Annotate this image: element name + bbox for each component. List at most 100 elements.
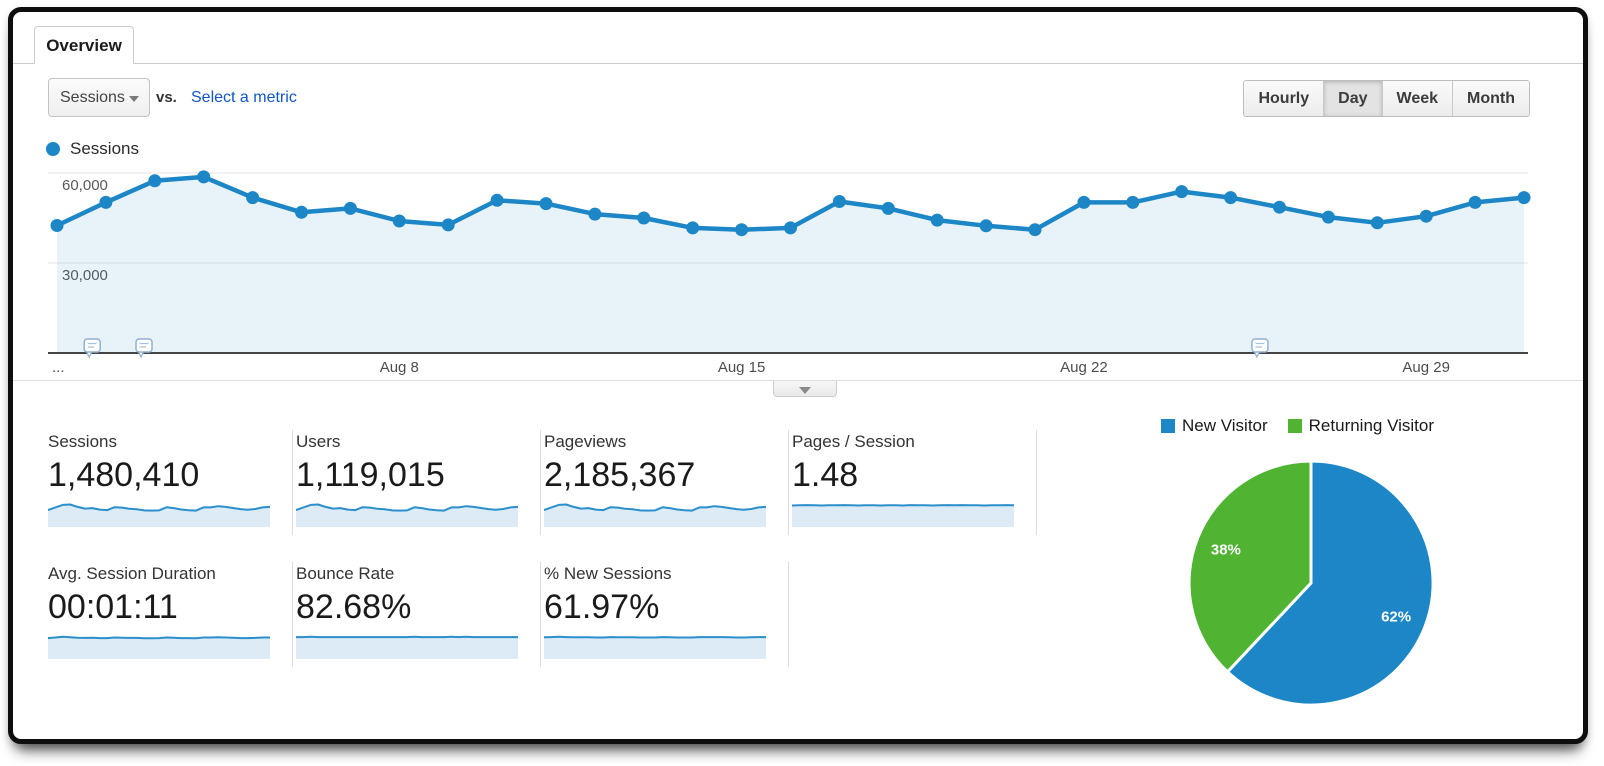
data-point-marker[interactable] [50,219,64,232]
granularity-button-month[interactable]: Month [1452,81,1529,116]
metric-value: 00:01:11 [48,588,178,626]
data-point-marker[interactable] [735,223,749,237]
granularity-button-day[interactable]: Day [1323,81,1382,116]
pie-legend: New Visitor Returning Visitor [1161,416,1434,436]
data-point-marker[interactable] [1224,191,1238,205]
metric-label: Pageviews [544,432,627,451]
pie-slice-percentage-label: 62% [1381,609,1411,626]
data-point-marker[interactable] [588,207,602,221]
data-point-marker[interactable] [1028,223,1042,237]
y-axis-tick-label: 60,000 [62,177,108,194]
chart-bottom-divider [13,380,1583,381]
data-point-marker[interactable] [1077,195,1091,209]
metric-sparkline [296,635,518,659]
sparkline-area [792,505,1014,527]
metric-sparkline [544,635,766,659]
annotation-marker-icon[interactable] [135,338,153,359]
data-point-marker[interactable] [392,214,406,228]
metric-label: % New Sessions [544,564,672,583]
data-point-marker[interactable] [832,195,846,208]
data-point-marker[interactable] [1321,210,1335,224]
metric-label: Bounce Rate [296,564,395,583]
data-point-marker[interactable] [1126,195,1140,209]
data-point-marker[interactable] [295,205,308,219]
metric-selector-value: Sessions [60,89,125,106]
metric-value: 1.48 [792,456,859,494]
metric-label: Pages / Session [792,432,915,451]
chart-legend: Sessions [46,139,139,159]
tabbar-divider [13,63,1583,64]
pie-legend-item-new-visitor[interactable]: New Visitor [1161,416,1268,436]
data-point-marker[interactable] [490,193,504,207]
data-point-marker[interactable] [1273,200,1286,214]
sparkline-line [544,503,766,512]
metric-card-bounce-rate: Bounce Rate 82.68% [293,562,541,667]
sparkline-line [48,503,270,512]
metric-selector-dropdown[interactable]: Sessions [48,78,150,117]
data-point-marker[interactable] [1517,191,1531,205]
metric-card--new-sessions: % New Sessions 61.97% [541,562,789,667]
pie-legend-item-returning-visitor[interactable]: Returning Visitor [1287,416,1434,436]
data-point-marker[interactable] [1419,209,1433,223]
metric-sparkline [544,503,766,527]
sessions-line-chart[interactable]: 60,000 30,000... Aug 8 Aug 15 Aug 22 Aug 29 [44,160,1536,390]
analytics-overview-panel: Overview Sessions vs. Select a metric Ho… [13,12,1583,739]
data-point-marker[interactable] [881,201,895,215]
legend-item-label: New Visitor [1182,416,1268,435]
granularity-button-week[interactable]: Week [1381,81,1453,116]
data-point-marker[interactable] [686,221,700,235]
metric-sparkline [296,503,518,527]
pie-slice-percentage-label: 38% [1211,541,1241,558]
screenshot-frame: Overview Sessions vs. Select a metric Ho… [8,7,1588,744]
x-axis-tick-label: Aug 22 [1060,359,1108,376]
data-point-marker[interactable] [441,218,455,232]
data-point-marker[interactable] [246,191,260,205]
sparkline-line [544,635,766,639]
data-point-marker[interactable] [930,213,944,227]
data-point-marker[interactable] [979,219,993,233]
legend-dot-icon [46,142,60,156]
legend-label: Sessions [70,139,139,158]
annotation-marker-icon[interactable] [83,338,101,359]
data-point-marker[interactable] [148,174,162,188]
data-point-marker[interactable] [539,197,553,211]
metric-label: Users [296,432,341,451]
metric-value: 2,185,367 [544,456,696,494]
tab-overview[interactable]: Overview [34,26,134,64]
data-point-marker[interactable] [99,195,113,209]
granularity-button-group: Hourly Day Week Month [1243,80,1530,117]
data-point-marker[interactable] [343,201,357,215]
pie-slice-returning-visitor[interactable] [1187,459,1313,674]
select-a-metric-link[interactable]: Select a metric [191,89,297,106]
metric-sparkline [48,503,270,527]
data-point-marker[interactable] [784,221,797,235]
sparkline-line [296,503,518,512]
data-point-marker[interactable] [1468,195,1482,209]
metric-value: 61.97% [544,588,660,626]
granularity-button-hourly[interactable]: Hourly [1244,81,1324,116]
metric-value: 82.68% [296,588,412,626]
metric-card-sessions: Sessions 1,480,410 [45,430,293,535]
metric-value: 1,480,410 [48,456,200,494]
x-axis-tick-label: Aug 29 [1402,359,1450,376]
metrics-row-2: Avg. Session Duration 00:01:11 Bounce Rate… [45,562,789,667]
metrics-row-1: Sessions 1,480,410 Users 1,119,015 Pageviews… [45,430,1037,535]
data-point-marker[interactable] [1175,185,1189,199]
annotation-marker-icon[interactable] [1251,338,1269,359]
data-point-marker[interactable] [1370,216,1384,230]
metric-card-pages-session: Pages / Session 1.48 [789,430,1037,535]
visitor-type-pie-chart[interactable]: 62% 38% [1181,453,1441,713]
vs-label: vs. [156,89,177,106]
x-axis-tick-label: Aug 8 [380,359,419,376]
metric-value: 1,119,015 [296,456,445,494]
data-point-marker[interactable] [637,211,651,225]
sparkline-line [48,635,270,640]
chart-collapse-handle[interactable] [773,381,837,397]
chevron-down-icon [129,96,139,102]
pie-slice-new-visitor[interactable] [1226,459,1435,707]
x-axis-tick-label: Aug 15 [718,359,766,376]
x-axis-overflow-label[interactable]: ... [52,359,65,376]
series-area-fill [57,176,1524,353]
data-point-marker[interactable] [197,170,211,184]
metric-card-pageviews: Pageviews 2,185,367 [541,430,789,535]
